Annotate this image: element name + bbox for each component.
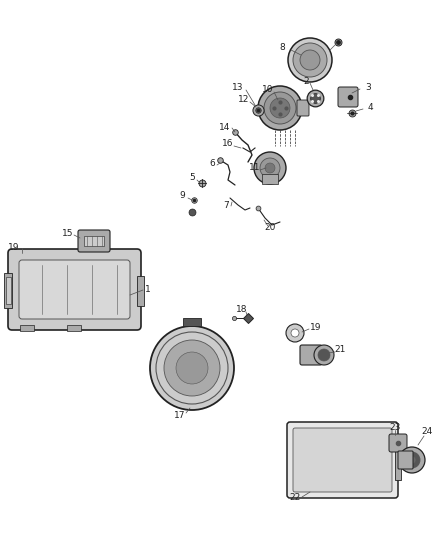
Circle shape [291,329,299,337]
FancyBboxPatch shape [19,260,130,319]
Circle shape [318,349,330,361]
FancyBboxPatch shape [78,230,110,252]
Bar [84,236,104,246]
Circle shape [150,326,234,410]
Text: 13: 13 [232,84,244,93]
Text: 5: 5 [189,174,195,182]
Bar [6,277,11,304]
Text: 10: 10 [262,85,274,94]
Circle shape [404,452,420,468]
Circle shape [408,456,416,464]
FancyBboxPatch shape [287,422,398,498]
FancyBboxPatch shape [297,100,309,116]
Text: 7: 7 [223,200,229,209]
Bar [395,440,401,480]
Text: 2: 2 [303,77,309,86]
FancyBboxPatch shape [338,87,358,107]
FancyBboxPatch shape [300,345,322,365]
Text: 9: 9 [179,191,185,200]
Bar [262,174,278,184]
Text: 6: 6 [209,158,215,167]
Text: 14: 14 [219,123,231,132]
Circle shape [156,332,228,404]
Bar [67,325,81,331]
Text: 3: 3 [365,84,371,93]
Text: 19: 19 [8,244,20,253]
Text: 16: 16 [222,140,234,149]
Text: 8: 8 [279,44,285,52]
Circle shape [300,50,320,70]
Circle shape [265,163,275,173]
Text: 19: 19 [310,324,322,333]
Circle shape [176,352,208,384]
Bar [398,453,403,465]
Circle shape [314,345,334,365]
Text: 22: 22 [290,494,300,503]
Circle shape [293,43,327,77]
Circle shape [260,158,280,178]
Text: 23: 23 [389,423,401,432]
FancyBboxPatch shape [293,428,392,492]
Text: 17: 17 [174,410,186,419]
Circle shape [258,86,302,130]
Text: 11: 11 [249,164,261,173]
Bar [137,276,144,306]
Circle shape [286,324,304,342]
Bar [20,325,34,331]
Circle shape [270,98,290,118]
Text: 15: 15 [62,229,74,238]
Circle shape [254,152,286,184]
Text: 1: 1 [145,286,151,295]
Circle shape [264,92,296,124]
Text: 12: 12 [238,95,250,104]
Bar [4,273,12,308]
Text: 20: 20 [264,223,276,232]
Text: 18: 18 [236,305,248,314]
Bar [183,318,201,326]
FancyBboxPatch shape [389,434,407,452]
Circle shape [399,447,425,473]
FancyBboxPatch shape [398,451,413,469]
Circle shape [164,340,220,396]
Text: 21: 21 [334,345,346,354]
FancyBboxPatch shape [8,249,141,330]
Circle shape [288,38,332,82]
Text: 4: 4 [367,103,373,112]
Text: 24: 24 [421,427,433,437]
